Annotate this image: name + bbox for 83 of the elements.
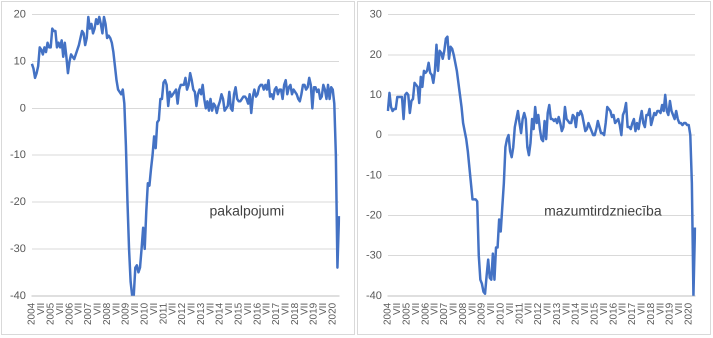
x-tick-label: VII <box>580 302 592 315</box>
y-tick-label: -10 <box>10 149 26 162</box>
x-tick-label: 2006 <box>420 302 432 326</box>
x-tick-label: 2014 <box>214 302 226 326</box>
x-tick-label: VII <box>36 302 48 315</box>
x-tick-label: 2016 <box>608 302 620 326</box>
y-tick-label: -40 <box>366 290 382 302</box>
x-tick-label: VII <box>186 302 198 315</box>
y-tick-label: 30 <box>370 8 382 21</box>
x-tick-label: 2014 <box>570 302 582 326</box>
x-tick-label: 2020 <box>327 302 338 326</box>
x-tick-label: 2008 <box>102 302 113 326</box>
x-tick-label: VII <box>410 302 422 315</box>
y-tick-label: -30 <box>366 250 382 262</box>
x-tick-label: VII <box>655 302 666 315</box>
x-tick-label: VII <box>242 302 254 315</box>
x-tick-label: VII <box>524 302 535 315</box>
x-tick-label: VII <box>467 302 478 315</box>
x-tick-label: 2005 <box>401 302 412 326</box>
x-tick-label: 2010 <box>139 302 150 326</box>
x-tick-label: 2011 <box>158 302 170 324</box>
x-tick-label: 2011 <box>514 302 526 324</box>
y-tick-label: 0 <box>376 129 382 142</box>
x-tick-label: 2013 <box>196 302 207 326</box>
x-tick-label: VII <box>542 302 554 315</box>
x-tick-label: 2008 <box>458 302 469 326</box>
x-tick-label: VII <box>674 302 686 315</box>
x-tick-label: 2006 <box>64 302 76 326</box>
x-tick-label: VII <box>392 302 404 315</box>
x-tick-label: VII <box>74 302 85 315</box>
x-tick-label: VII <box>318 302 330 315</box>
x-tick-label: VII <box>205 302 216 315</box>
x-tick-label: VII <box>130 302 142 315</box>
x-tick-label: VII <box>561 302 572 315</box>
x-tick-label: VII <box>224 302 236 315</box>
x-tick-label: VII <box>111 302 122 315</box>
x-tick-label: 2004 <box>382 302 394 326</box>
x-tick-label: 2007 <box>439 302 450 326</box>
x-tick-label: 2012 <box>177 302 188 326</box>
x-tick-label: 2020 <box>683 302 694 326</box>
x-tick-label: VII <box>598 302 610 315</box>
x-tick-label: VII <box>92 302 104 315</box>
x-tick-label: VII <box>636 302 648 315</box>
x-tick-label: 2012 <box>533 302 544 326</box>
x-tick-label: VII <box>262 302 273 315</box>
x-tick-label: 2010 <box>495 302 506 326</box>
x-tick-label: 2009 <box>476 302 488 326</box>
y-tick-label: 10 <box>14 55 26 68</box>
x-tick-label: VII <box>280 302 292 315</box>
x-tick-label: VII <box>486 302 498 315</box>
x-tick-label: 2018 <box>290 302 301 326</box>
x-tick-label: 2009 <box>120 302 132 326</box>
x-tick-label: 2018 <box>646 302 657 326</box>
x-tick-label: VII <box>168 302 179 315</box>
annotation: pakalpojumi <box>210 202 284 218</box>
x-tick-label: VII <box>448 302 460 315</box>
x-tick-label: 2017 <box>627 302 638 326</box>
x-tick-label: VII <box>430 302 441 315</box>
y-tick-label: 20 <box>370 48 382 61</box>
x-tick-label: 2004 <box>26 302 38 326</box>
x-tick-label: VII <box>148 302 160 315</box>
x-tick-label: 2015 <box>589 302 600 326</box>
y-tick-label: -20 <box>10 196 26 208</box>
y-tick-label: 20 <box>14 8 26 21</box>
x-tick-label: VII <box>618 302 629 315</box>
x-tick-label: 2019 <box>308 302 320 326</box>
y-tick-label: 10 <box>370 88 382 101</box>
y-tick-label: -40 <box>10 290 26 302</box>
x-tick-label: VII <box>299 302 310 315</box>
annotation: mazumtirdzniecība <box>544 202 662 218</box>
x-tick-label: VII <box>54 302 66 315</box>
x-tick-label: 2005 <box>45 302 56 326</box>
y-tick-label: -30 <box>10 242 26 255</box>
y-tick-label: -10 <box>366 169 382 182</box>
x-tick-label: 2019 <box>664 302 676 326</box>
y-tick-label: 0 <box>20 102 26 114</box>
x-tick-label: 2007 <box>83 302 94 326</box>
x-tick-label: 2017 <box>271 302 282 326</box>
x-tick-label: 2015 <box>233 302 244 326</box>
x-tick-label: VII <box>504 302 516 315</box>
x-tick-label: 2013 <box>552 302 563 326</box>
x-tick-label: 2016 <box>252 302 264 326</box>
y-tick-label: -20 <box>366 209 382 222</box>
